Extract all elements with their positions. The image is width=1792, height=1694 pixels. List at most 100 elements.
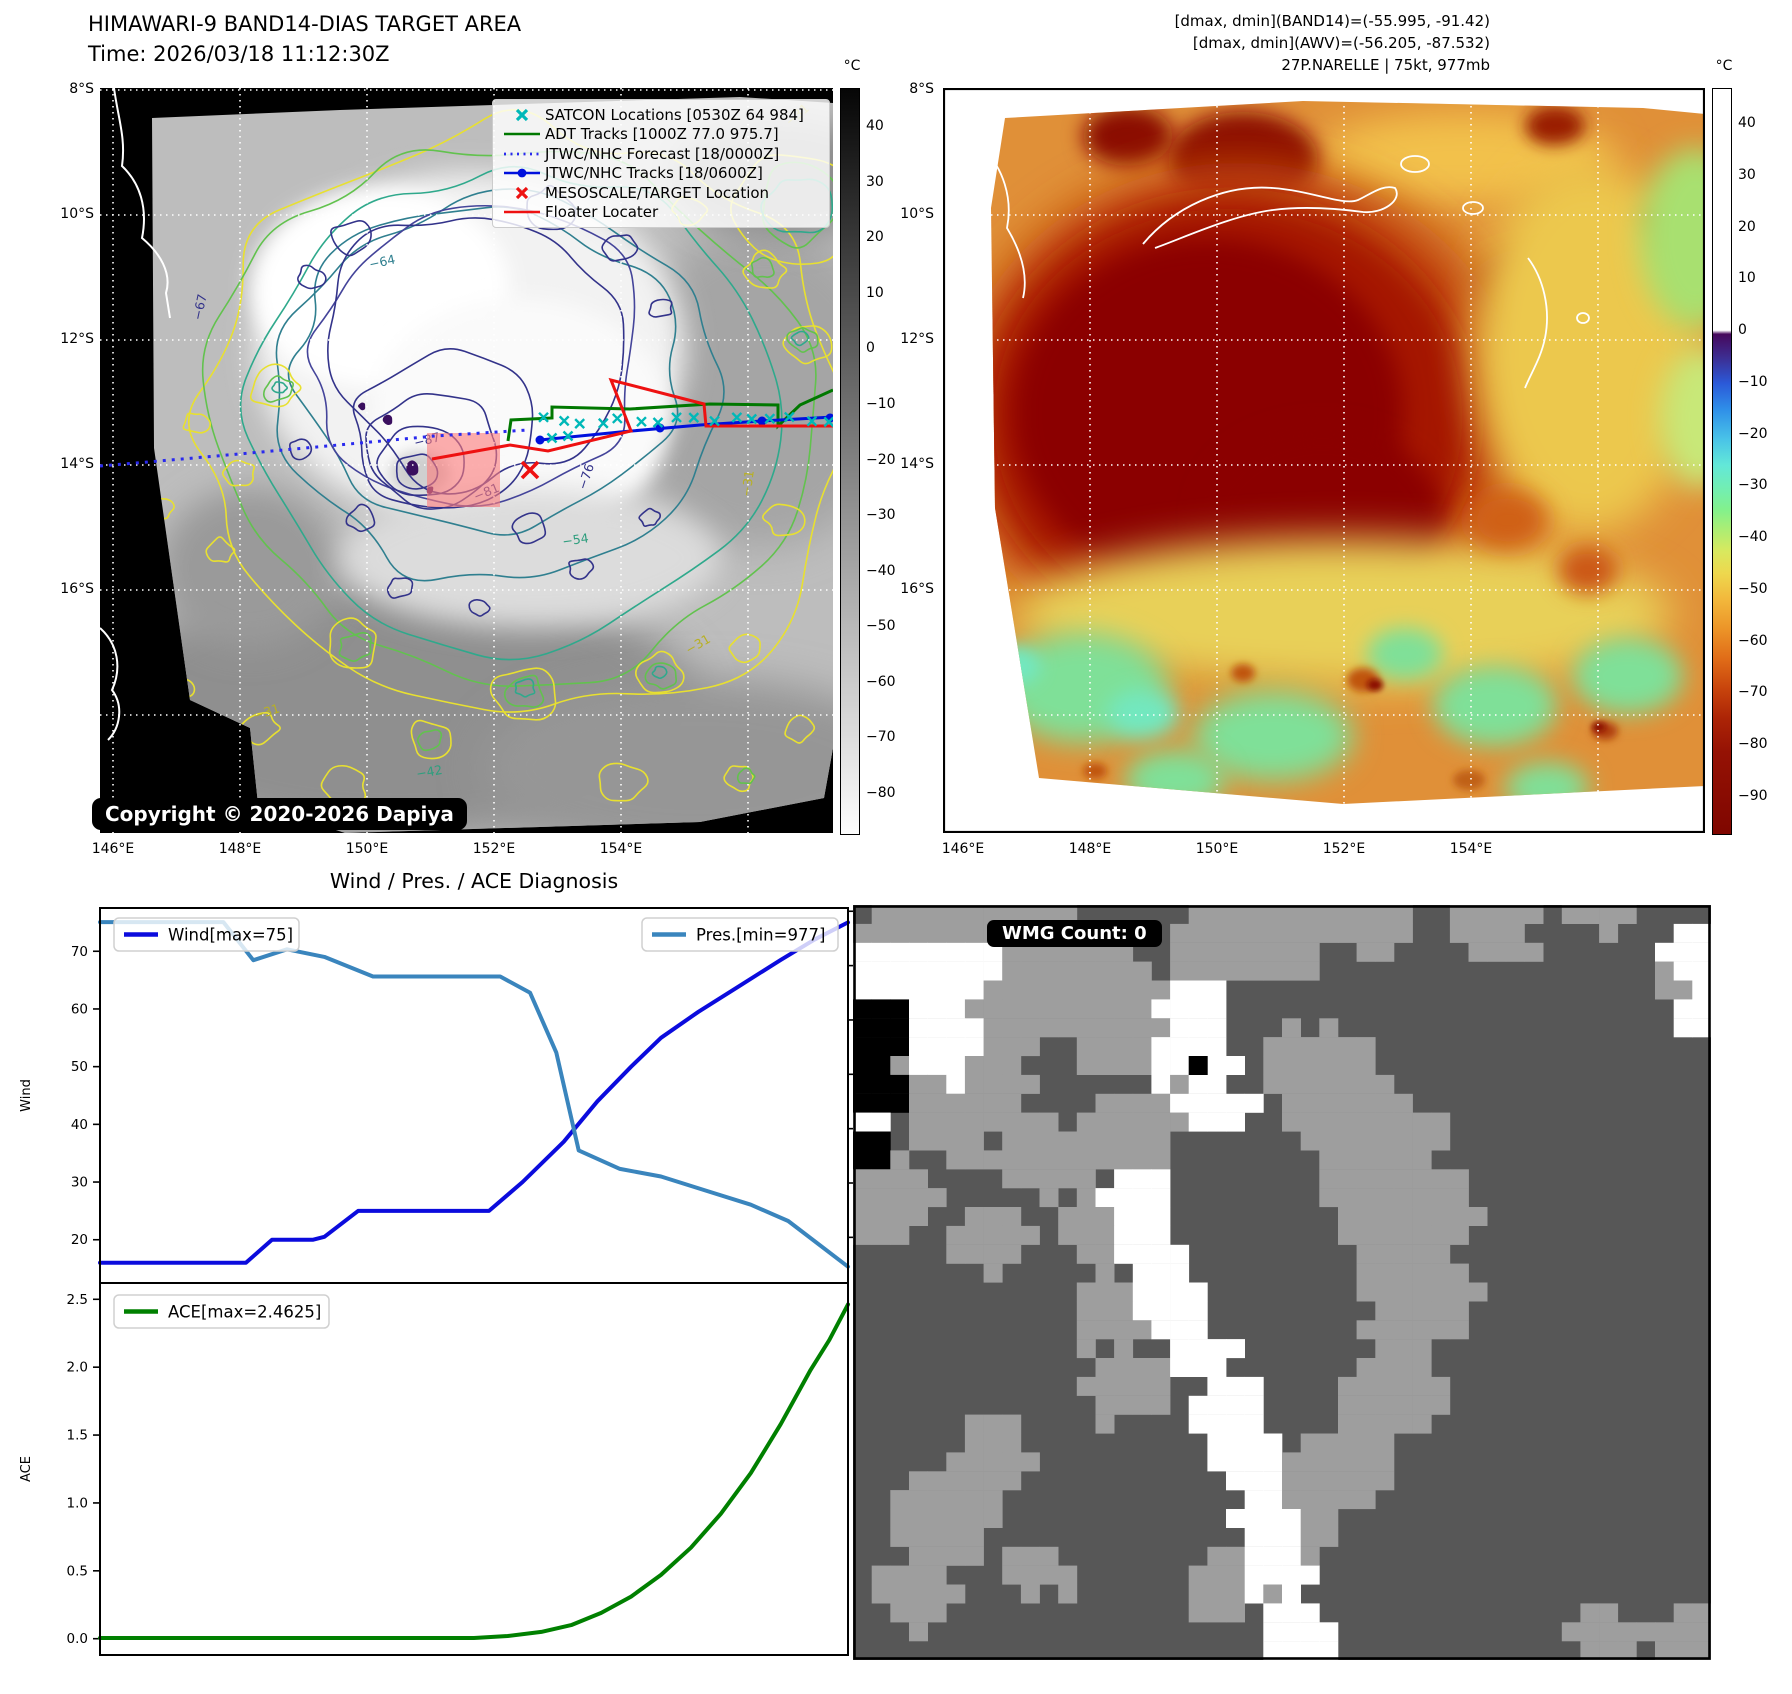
series-line bbox=[98, 1302, 850, 1640]
x-tick-label: 150°E bbox=[1195, 841, 1239, 857]
x-marker-icon bbox=[499, 108, 545, 122]
y-axis-label: Wind bbox=[19, 1079, 34, 1112]
y-tick-label: 0.0 bbox=[67, 1631, 88, 1647]
colorbar-tick-label: −50 bbox=[866, 618, 896, 635]
y-tick-label: 1.5 bbox=[67, 1428, 88, 1444]
y-tick-label: 0.5 bbox=[67, 1563, 88, 1579]
y-tick-label: 16°S bbox=[60, 581, 94, 597]
y-tick-label: 60 bbox=[71, 1001, 88, 1017]
legend-item-label: ADT Tracks [1000Z 77.0 975.7] bbox=[545, 125, 779, 144]
series-line bbox=[98, 920, 850, 1265]
x-marker-icon bbox=[499, 186, 545, 200]
colorbar-tick-label: −20 bbox=[1738, 425, 1768, 442]
legend-item: Floater Locater bbox=[499, 203, 823, 223]
legend-item: SATCON Locations [0530Z 64 984] bbox=[499, 105, 823, 125]
y-tick-label: 16°S bbox=[900, 581, 934, 597]
jtwc-forecast-track bbox=[100, 428, 529, 468]
awv-annotation-line: [dmax, dmin](AWV)=(-56.205, -87.532) bbox=[1192, 34, 1490, 52]
y-tick-label: 8°S bbox=[909, 81, 934, 97]
legend-item: MESOSCALE/TARGET Location bbox=[499, 183, 823, 203]
colorbar-tick-label: 0 bbox=[866, 340, 875, 357]
colorbar-tick-label: −30 bbox=[1738, 477, 1768, 494]
awv-annotation-line: 27P.NARELLE | 75kt, 977mb bbox=[1281, 56, 1490, 74]
y-tick-label: 8°S bbox=[69, 81, 94, 97]
y-tick-label: 2.0 bbox=[67, 1360, 88, 1376]
colorbar-tick-label: 20 bbox=[1738, 218, 1756, 235]
chart-legend-label: ACE[max=2.4625] bbox=[168, 1303, 321, 1322]
x-tick-label: 146°E bbox=[91, 841, 135, 857]
awv-annotation-line: [dmax, dmin](BAND14)=(-55.995, -91.42) bbox=[1174, 12, 1490, 30]
series-line bbox=[98, 920, 850, 1269]
contour-label: −54 bbox=[561, 530, 589, 549]
y-tick-label: 30 bbox=[71, 1175, 88, 1191]
dotted-line-icon bbox=[499, 147, 545, 161]
band14-colorbar bbox=[840, 88, 860, 835]
x-tick-label: 152°E bbox=[472, 841, 516, 857]
y-tick-label: 40 bbox=[71, 1117, 88, 1133]
colorbar-tick-label: −40 bbox=[1738, 529, 1768, 546]
target-x-marker bbox=[520, 460, 540, 480]
satcon-markers bbox=[538, 411, 833, 444]
legend-item-label: JTWC/NHC Forecast [18/0000Z] bbox=[545, 144, 780, 163]
y-tick-label: 2.5 bbox=[67, 1292, 88, 1308]
colorbar-tick-label: 10 bbox=[866, 284, 884, 301]
mesoscale-target-box bbox=[427, 433, 500, 507]
contour-label: −67 bbox=[190, 293, 210, 322]
legend-item-label: SATCON Locations [0530Z 64 984] bbox=[545, 105, 804, 124]
legend-item: JTWC/NHC Tracks [18/0600Z] bbox=[499, 164, 823, 184]
legend-item-label: MESOSCALE/TARGET Location bbox=[545, 183, 770, 202]
y-tick-label: 14°S bbox=[900, 456, 934, 472]
coastline bbox=[113, 88, 171, 319]
y-axis-label: ACE bbox=[19, 1456, 34, 1482]
solid-line-icon bbox=[499, 205, 545, 219]
awv-annotation-block: [dmax, dmin](BAND14)=(-55.995, -91.42) [d… bbox=[960, 10, 1490, 76]
colorbar-tick-label: −50 bbox=[1738, 580, 1768, 597]
x-tick-label: 154°E bbox=[1449, 841, 1493, 857]
y-tick-label: 1.0 bbox=[67, 1495, 88, 1511]
colorbar-tick-label: −10 bbox=[866, 395, 896, 412]
solid-line-icon bbox=[499, 127, 545, 141]
floater-track bbox=[431, 377, 833, 461]
coastline bbox=[982, 147, 1590, 389]
colorbar-tick-label: −20 bbox=[866, 451, 896, 468]
wmg-map bbox=[853, 905, 1711, 1660]
band14-colorbar-unit: °C bbox=[843, 58, 861, 74]
line-with-dot-icon bbox=[499, 166, 545, 180]
x-tick-label: 148°E bbox=[1068, 841, 1112, 857]
wmg-count-badge: WMG Count: 0 bbox=[987, 920, 1162, 947]
y-tick-label: 50 bbox=[71, 1059, 88, 1075]
colorbar-tick-label: −60 bbox=[1738, 632, 1768, 649]
colorbar-tick-label: 20 bbox=[866, 229, 884, 246]
colorbar-tick-label: −70 bbox=[1738, 684, 1768, 701]
chart-legend: Wind[max=75] bbox=[113, 917, 300, 952]
colorbar-tick-label: 10 bbox=[1738, 270, 1756, 287]
contour-label: −64 bbox=[368, 252, 397, 272]
colorbar-tick-label: −40 bbox=[866, 562, 896, 579]
colorbar-tick-label: −90 bbox=[1738, 787, 1768, 804]
x-tick-label: 146°E bbox=[941, 841, 985, 857]
band14-title: HIMAWARI-9 BAND14-DIAS TARGET AREA bbox=[88, 12, 522, 36]
legend-item-label: JTWC/NHC Tracks [18/0600Z] bbox=[545, 164, 763, 183]
band14-map-legend: SATCON Locations [0530Z 64 984] ADT Track… bbox=[492, 99, 830, 228]
colorbar-tick-label: 0 bbox=[1738, 322, 1747, 339]
awv-map bbox=[943, 88, 1705, 833]
colorbar-tick-label: −60 bbox=[866, 673, 896, 690]
copyright-badge: Copyright © 2020-2026 Dapiya bbox=[92, 798, 467, 830]
colorbar-tick-label: −80 bbox=[866, 785, 896, 802]
chart-legend-label: Pres.[min=977] bbox=[696, 926, 825, 945]
awv-colorbar bbox=[1712, 88, 1732, 835]
colorbar-tick-label: 30 bbox=[866, 173, 884, 190]
legend-item-label: Floater Locater bbox=[545, 203, 659, 222]
chart-legend: ACE[max=2.4625] bbox=[113, 1294, 330, 1329]
contour-label: −42 bbox=[415, 762, 444, 781]
y-tick-label: 14°S bbox=[60, 456, 94, 472]
x-tick-label: 152°E bbox=[1322, 841, 1366, 857]
chart-legend: Pres.[min=977] bbox=[641, 917, 839, 952]
x-tick-label: 154°E bbox=[599, 841, 643, 857]
y-tick-label: 20 bbox=[71, 1232, 88, 1248]
charts-title: Wind / Pres. / ACE Diagnosis bbox=[330, 869, 618, 893]
coastline bbox=[100, 627, 121, 741]
awv-colorbar-unit: °C bbox=[1715, 58, 1733, 74]
band14-time: Time: 2026/03/18 11:12:30Z bbox=[88, 42, 390, 66]
